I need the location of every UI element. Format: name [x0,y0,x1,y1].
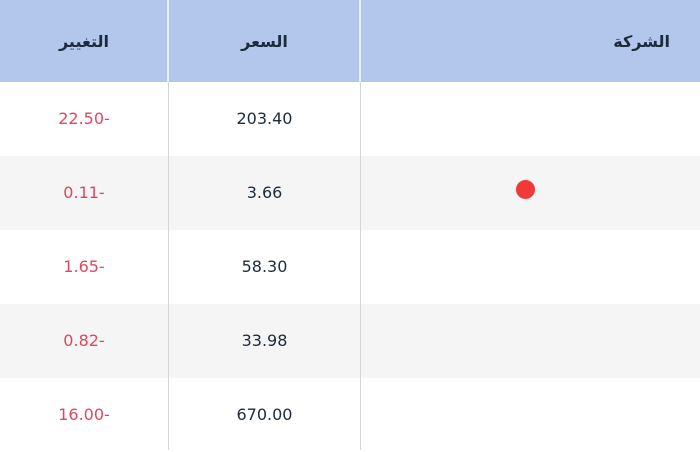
table-header: التغيير السعر الشركة [0,0,700,82]
table-row: 0.11- 3.66 [0,156,700,230]
header-divider [167,0,169,82]
change-cell: 0.82- [63,331,105,350]
table-row: 16.00- 670.00 [0,378,700,452]
header-price: السعر [241,32,288,51]
table-row: 1.65- 58.30 [0,230,700,304]
price-cell: 33.98 [241,331,288,350]
table-row: 0.82- 33.98 [0,304,700,378]
column-divider [168,82,169,450]
price-cell: 3.66 [246,183,283,202]
header-change: التغيير [58,32,110,51]
column-divider [360,82,361,450]
price-cell: 203.40 [236,109,293,128]
change-cell: 0.11- [63,183,105,202]
red-dot-indicator-icon [516,180,535,199]
price-cell: 670.00 [236,405,293,424]
header-company: الشركة [613,32,670,51]
change-cell: 1.65- [63,257,105,276]
header-divider [359,0,361,82]
table-row: 22.50- 203.40 [0,82,700,156]
change-cell: 22.50- [58,109,110,128]
change-cell: 16.00- [58,405,110,424]
price-cell: 58.30 [241,257,288,276]
